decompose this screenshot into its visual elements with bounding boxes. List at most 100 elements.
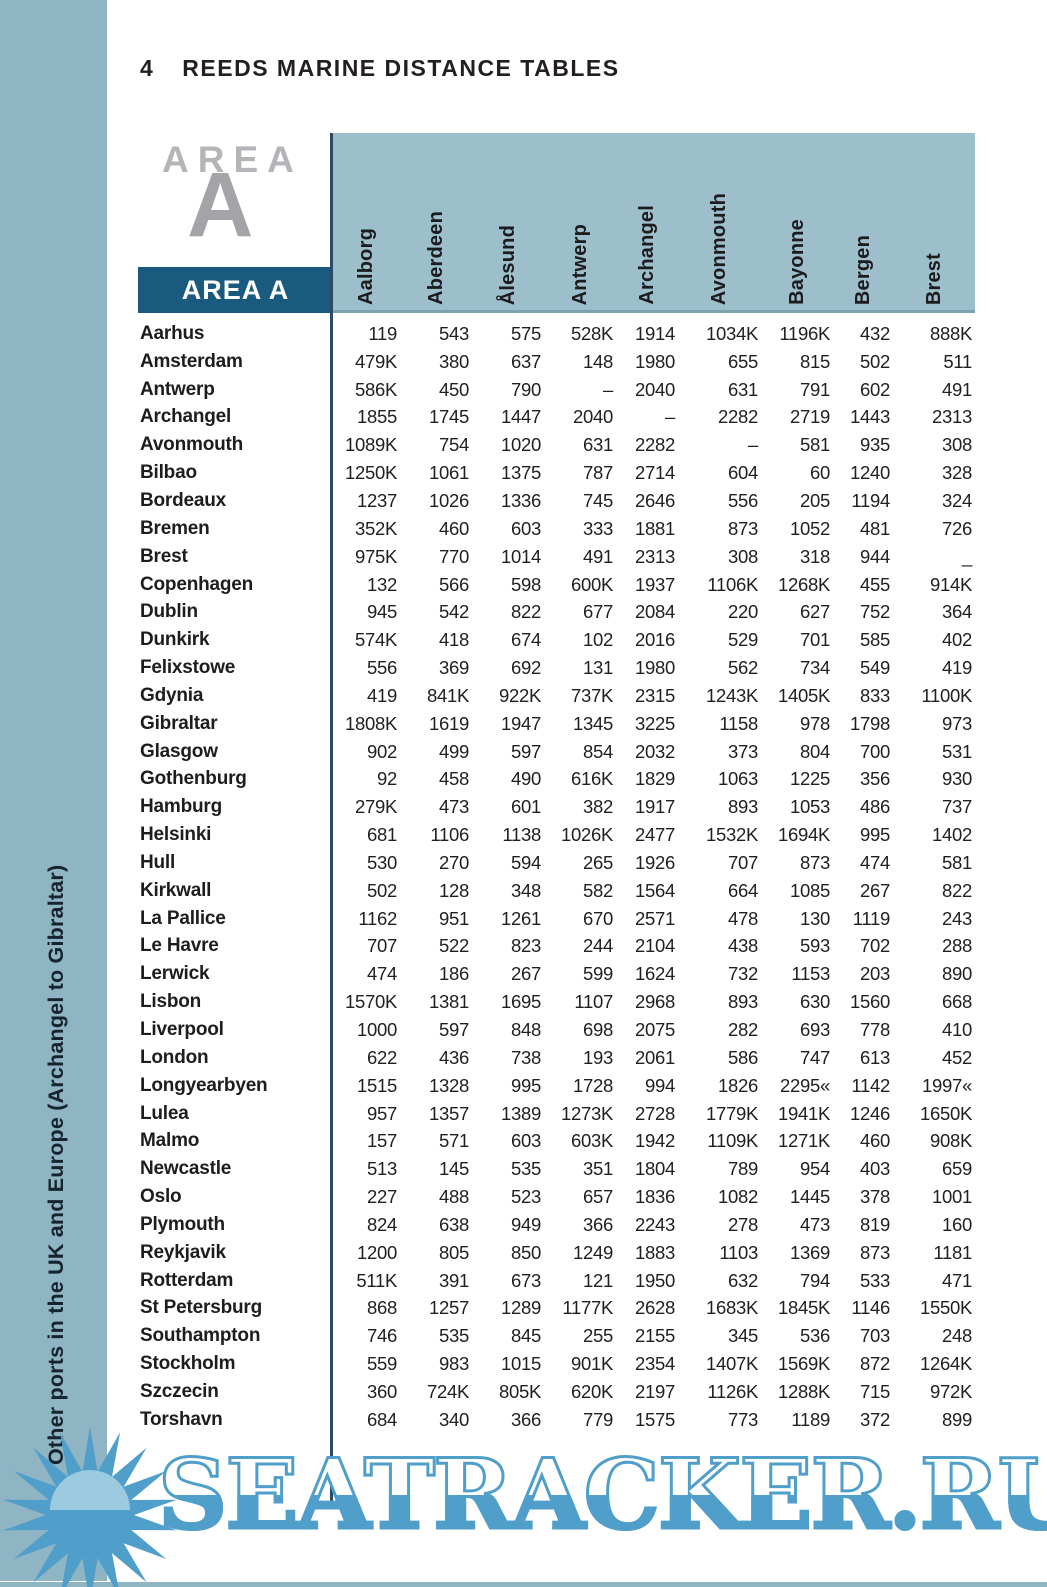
distance-cell: 244 bbox=[583, 935, 613, 957]
distance-cell: 1261 bbox=[501, 907, 541, 929]
distance-cell: 944 bbox=[860, 545, 890, 567]
port-name-oslo: Oslo bbox=[140, 1186, 182, 1208]
distance-cell: 1273K bbox=[561, 1102, 613, 1124]
distance-cell: 598 bbox=[511, 573, 541, 595]
distance-cell: 1532K bbox=[706, 824, 758, 846]
distance-cell: 604 bbox=[728, 462, 758, 484]
distance-cell: 975K bbox=[354, 545, 397, 567]
distance-cell: _ bbox=[962, 545, 972, 567]
distance-cell: 2477 bbox=[635, 824, 675, 846]
distance-cell: 227 bbox=[367, 1186, 397, 1208]
distance-cell: 2728 bbox=[635, 1102, 675, 1124]
distance-cell: 951 bbox=[439, 907, 469, 929]
distance-cell: 1405K bbox=[778, 684, 830, 706]
distance-cell: 556 bbox=[728, 489, 758, 511]
column-header-label: Antwerp bbox=[568, 223, 591, 305]
distance-cell: 491 bbox=[942, 378, 972, 400]
distance-cell: 732 bbox=[728, 963, 758, 985]
distance-cell: 893 bbox=[728, 796, 758, 818]
distance-cell: 599 bbox=[583, 963, 613, 985]
distance-cell: 1564 bbox=[635, 879, 675, 901]
distance-cell: 954 bbox=[800, 1158, 830, 1180]
port-name-avonmouth: Avonmouth bbox=[140, 434, 244, 456]
distance-cell: 491 bbox=[583, 545, 613, 567]
distance-cell: 2040 bbox=[635, 378, 675, 400]
column-header-aberdeen: Aberdeen bbox=[400, 133, 472, 310]
port-name-longyearbyen: Longyearbyen bbox=[140, 1074, 268, 1096]
distance-cell: 1650K bbox=[920, 1102, 972, 1124]
distance-cell: 403 bbox=[860, 1158, 890, 1180]
column-header-archangel: Archangel bbox=[616, 133, 678, 310]
distance-cell: 380 bbox=[439, 350, 469, 372]
distance-cell: 670 bbox=[583, 907, 613, 929]
distance-cell: 1177K bbox=[562, 1297, 613, 1319]
distance-cell: 674 bbox=[511, 629, 541, 651]
distance-cell: 458 bbox=[439, 768, 469, 790]
distance-cell: 603K bbox=[570, 1130, 613, 1152]
distance-cell: 1779K bbox=[706, 1102, 758, 1124]
distance-cell: 698 bbox=[583, 1019, 613, 1041]
distance-cell: 638 bbox=[439, 1213, 469, 1235]
distance-cell: 1980 bbox=[635, 657, 675, 679]
distance-cell: 586 bbox=[728, 1046, 758, 1068]
distance-cell: 1345 bbox=[573, 712, 613, 734]
distance-cell: 594 bbox=[511, 851, 541, 873]
distance-cell: – bbox=[748, 434, 758, 456]
distance-cell: 522 bbox=[439, 935, 469, 957]
distance-cell: 1381 bbox=[429, 991, 469, 1013]
distance-cell: 352K bbox=[354, 517, 397, 539]
port-name-hull: Hull bbox=[140, 851, 176, 873]
distance-cell: 1683K bbox=[706, 1297, 758, 1319]
distance-cell: 754 bbox=[439, 434, 469, 456]
distance-cell: 419 bbox=[367, 684, 397, 706]
distance-cell: 308 bbox=[728, 545, 758, 567]
distance-cell: 1695 bbox=[501, 991, 541, 1013]
distance-cell: 1142 bbox=[851, 1074, 890, 1096]
distance-cell: 364 bbox=[942, 601, 972, 623]
distance-cell: 265 bbox=[583, 851, 613, 873]
distance-cell: 1836 bbox=[635, 1186, 675, 1208]
area-a-band-label: AREA A bbox=[181, 274, 290, 305]
distance-cell: 1550K bbox=[920, 1297, 972, 1319]
distance-cell: 1162 bbox=[358, 907, 397, 929]
distance-cell: 248 bbox=[942, 1325, 972, 1347]
distance-cell: 935 bbox=[860, 434, 890, 456]
port-name-hamburg: Hamburg bbox=[140, 796, 222, 818]
distance-cell: 693 bbox=[800, 1019, 830, 1041]
distance-cell: – bbox=[665, 406, 675, 428]
distance-cell: 474 bbox=[367, 963, 397, 985]
port-name-st-petersburg: St Petersburg bbox=[140, 1297, 262, 1319]
distance-cell: 823 bbox=[511, 935, 541, 957]
distance-cell: 128 bbox=[439, 879, 469, 901]
distance-cell: 655 bbox=[728, 350, 758, 372]
distance-cell: 391 bbox=[439, 1269, 469, 1291]
distance-cell: 1845K bbox=[778, 1297, 830, 1319]
distance-cell: 543 bbox=[439, 322, 469, 344]
distance-cell: 523 bbox=[511, 1186, 541, 1208]
distance-cell: 1619 bbox=[429, 712, 469, 734]
distance-cell: 1694K bbox=[778, 824, 830, 846]
port-name-la-pallice: La Pallice bbox=[140, 907, 226, 929]
column-header-bergen: Bergen bbox=[833, 133, 893, 310]
distance-cell: 890 bbox=[942, 963, 972, 985]
distance-cell: 805K bbox=[498, 1380, 541, 1402]
distance-cell: 3225 bbox=[635, 712, 675, 734]
distance-cell: 1146 bbox=[851, 1297, 890, 1319]
distance-cell: 703 bbox=[860, 1325, 890, 1347]
distance-cell: 2628 bbox=[635, 1297, 675, 1319]
distance-cell: 92 bbox=[377, 768, 397, 790]
distance-cell: 1950 bbox=[635, 1269, 675, 1291]
port-name-copenhagen: Copenhagen bbox=[140, 573, 254, 595]
distance-cell: 983 bbox=[439, 1353, 469, 1375]
port-name-felixstowe: Felixstowe bbox=[140, 657, 236, 679]
distance-cell: 1194 bbox=[851, 489, 890, 511]
port-name-stockholm: Stockholm bbox=[140, 1353, 236, 1375]
distance-cell: 1745 bbox=[429, 406, 469, 428]
distance-cell: 597 bbox=[511, 740, 541, 762]
distance-cell: 630 bbox=[800, 991, 830, 1013]
distance-cell: 1288K bbox=[778, 1380, 830, 1402]
distance-cell: 366 bbox=[511, 1408, 541, 1430]
distance-cell: 593 bbox=[800, 935, 830, 957]
distance-cell: 773 bbox=[728, 1408, 758, 1430]
distance-cell: 324 bbox=[942, 489, 972, 511]
